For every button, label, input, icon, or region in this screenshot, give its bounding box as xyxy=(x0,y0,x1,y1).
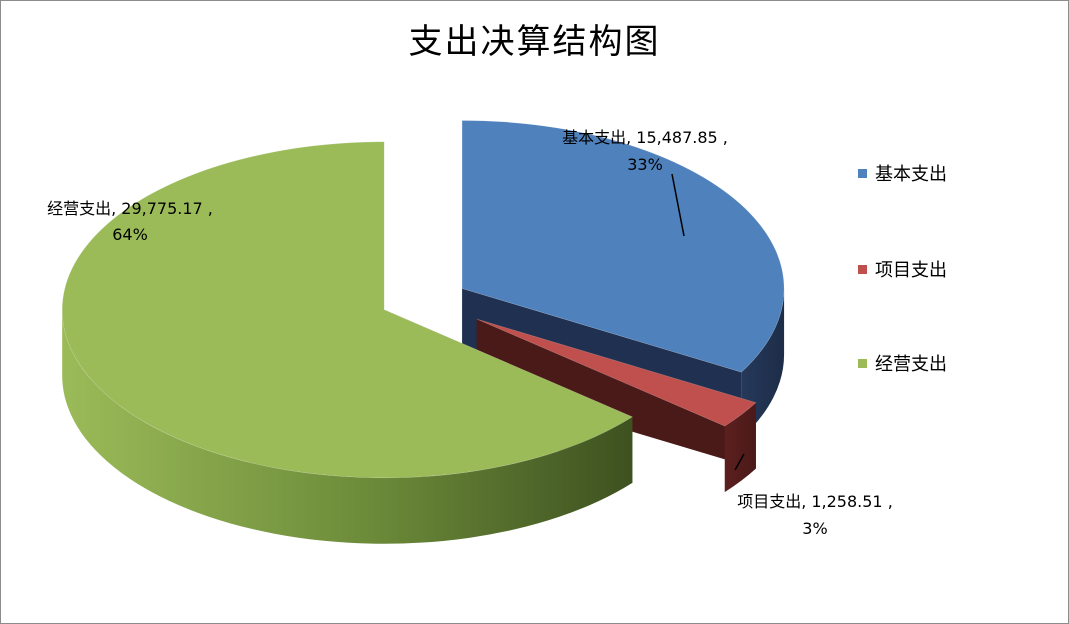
legend-label: 基本支出 xyxy=(875,164,947,185)
pie-slice xyxy=(61,141,633,479)
pie-slice-side xyxy=(724,402,756,493)
leader-line xyxy=(671,173,685,237)
pie-slice xyxy=(461,120,785,373)
pie-slice-side xyxy=(62,309,633,544)
chart-title: 支出决算结构图 xyxy=(408,22,661,62)
leader-line xyxy=(734,453,745,471)
legend-swatch xyxy=(858,358,867,368)
pie-slice-side xyxy=(741,288,785,439)
legend-item: 项目支出 xyxy=(858,256,947,282)
data-label-percent: 3% xyxy=(802,519,827,538)
legend-item: 基本支出 xyxy=(858,160,947,186)
pie-slice xyxy=(476,318,757,427)
data-label-text: 项目支出, 1,258.51 , xyxy=(737,492,893,511)
pie-slice-cut-face xyxy=(476,319,756,469)
legend-swatch xyxy=(858,168,867,178)
data-label-percent: 33% xyxy=(627,155,663,174)
data-label-text: 基本支出, 15,487.85 , xyxy=(562,128,728,147)
legend-swatch xyxy=(858,264,867,274)
data-label-text: 经营支出, 29,775.17 , xyxy=(47,199,213,218)
legend-item: 经营支出 xyxy=(858,350,947,376)
legend-label: 经营支出 xyxy=(875,354,947,375)
legend-label: 项目支出 xyxy=(875,260,947,281)
data-label-percent: 64% xyxy=(112,225,148,244)
